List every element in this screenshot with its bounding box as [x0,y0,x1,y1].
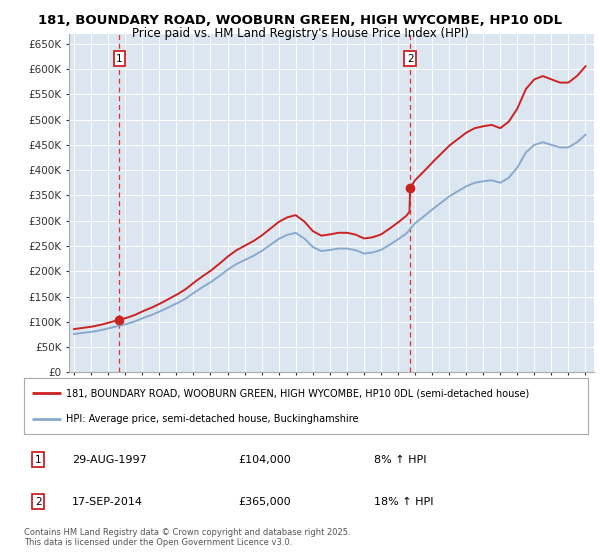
Text: 1: 1 [116,54,123,64]
Text: 17-SEP-2014: 17-SEP-2014 [72,497,143,507]
Text: 18% ↑ HPI: 18% ↑ HPI [374,497,433,507]
Text: £104,000: £104,000 [238,455,291,465]
Text: 2: 2 [407,54,413,64]
Text: £365,000: £365,000 [238,497,291,507]
Text: 181, BOUNDARY ROAD, WOOBURN GREEN, HIGH WYCOMBE, HP10 0DL: 181, BOUNDARY ROAD, WOOBURN GREEN, HIGH … [38,14,562,27]
Text: Price paid vs. HM Land Registry's House Price Index (HPI): Price paid vs. HM Land Registry's House … [131,27,469,40]
Text: Contains HM Land Registry data © Crown copyright and database right 2025.
This d: Contains HM Land Registry data © Crown c… [24,528,350,547]
Text: 8% ↑ HPI: 8% ↑ HPI [374,455,426,465]
Text: 1: 1 [35,455,41,465]
Text: 181, BOUNDARY ROAD, WOOBURN GREEN, HIGH WYCOMBE, HP10 0DL (semi-detached house): 181, BOUNDARY ROAD, WOOBURN GREEN, HIGH … [66,388,530,398]
Text: HPI: Average price, semi-detached house, Buckinghamshire: HPI: Average price, semi-detached house,… [66,414,359,424]
Text: 2: 2 [35,497,41,507]
Text: 29-AUG-1997: 29-AUG-1997 [72,455,146,465]
